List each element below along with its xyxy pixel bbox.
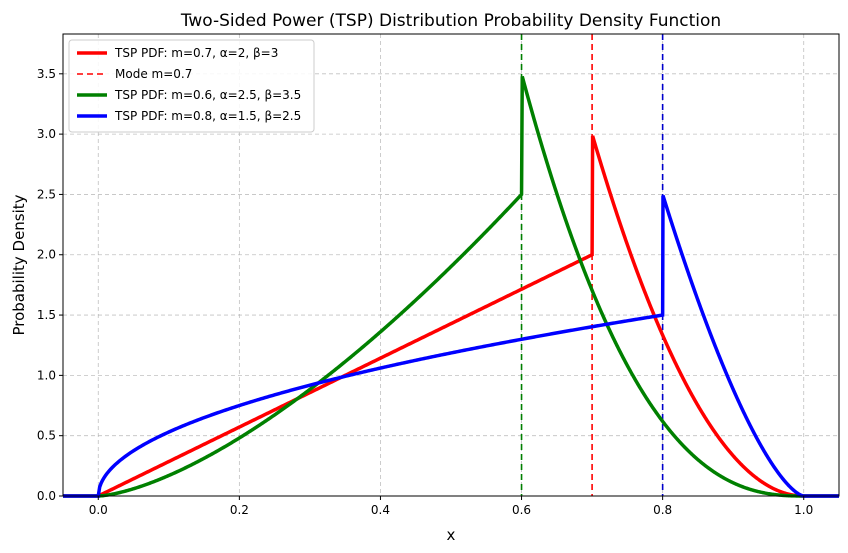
mode-lines (520, 34, 664, 496)
y-tick-label: 3.5 (37, 67, 56, 81)
series-line (63, 195, 839, 498)
legend-entry: TSP PDF: m=0.6, α=2.5, β=3.5 (114, 88, 301, 102)
series-line (63, 135, 839, 498)
series-group (63, 75, 839, 498)
y-tick-label: 0.5 (37, 429, 56, 443)
legend-entry: Mode m=0.7 (115, 67, 192, 81)
x-tick-label: 0.8 (653, 503, 672, 517)
legend: TSP PDF: m=0.7, α=2, β=3 Mode m=0.7 TSP PD… (68, 39, 315, 133)
x-tick-label: 0.2 (230, 503, 249, 517)
x-tick-label: 0.0 (89, 503, 108, 517)
y-tick-label: 3.0 (37, 127, 56, 141)
legend-entry: TSP PDF: m=0.8, α=1.5, β=2.5 (114, 109, 301, 123)
x-tick-label: 0.6 (512, 503, 531, 517)
plot-frame (62, 33, 840, 497)
x-tick-label: 1.0 (794, 503, 813, 517)
y-tick-label: 0.0 (37, 489, 56, 503)
grid (63, 34, 839, 497)
y-tick-label: 2.5 (37, 187, 56, 201)
chart-title: Two-Sided Power (TSP) Distribution Proba… (180, 11, 721, 31)
x-axis-ticks: 0.0 0.2 0.4 0.6 0.8 1.0 (89, 496, 813, 517)
y-axis-label: Probability Density (10, 194, 28, 335)
legend-entry: TSP PDF: m=0.7, α=2, β=3 (114, 46, 278, 60)
y-axis-ticks: 0.0 0.5 1.0 1.5 2.0 2.5 3.0 3.5 (37, 67, 63, 503)
y-tick-label: 2.0 (37, 248, 56, 262)
y-tick-label: 1.5 (37, 308, 56, 322)
series-line (63, 75, 839, 498)
x-axis-label: x (447, 526, 456, 544)
y-tick-label: 1.0 (37, 368, 56, 382)
legend-box (68, 39, 315, 133)
x-tick-label: 0.4 (371, 503, 390, 517)
